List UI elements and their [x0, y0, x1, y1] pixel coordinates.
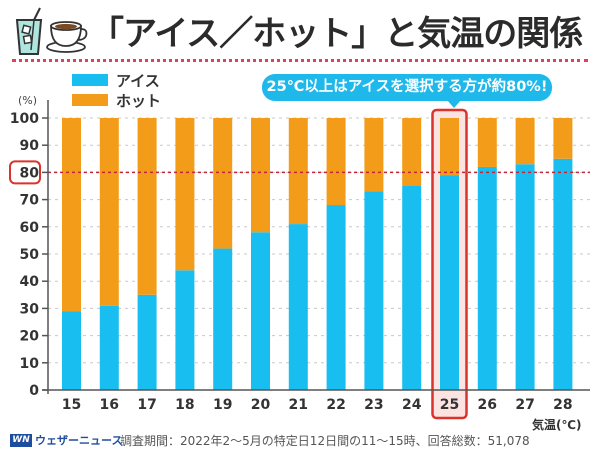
- page-title: 「アイス／ホット」と気温の関係: [90, 14, 583, 54]
- x-tick-label: 21: [289, 397, 308, 413]
- bar-hot-18: [175, 118, 195, 271]
- y-tick-label: 10: [20, 356, 40, 372]
- x-tick-label: 17: [137, 397, 156, 413]
- bar-ice-18: [175, 270, 195, 390]
- x-tick-label: 22: [326, 397, 345, 413]
- legend: アイス ホット: [72, 70, 161, 110]
- bar-ice-20: [251, 232, 270, 390]
- x-tick-label: 25: [440, 397, 459, 413]
- x-tick-label: 26: [478, 397, 497, 413]
- iced-drink-icon: [14, 6, 44, 60]
- gridlines: [48, 117, 590, 364]
- y-axis-unit-label: (%): [18, 94, 38, 107]
- bar-hot-21: [288, 118, 308, 225]
- bar-ice-26: [477, 166, 497, 390]
- bar-ice-15: [62, 311, 81, 390]
- title-divider: [12, 59, 588, 62]
- bar-hot-25: [440, 118, 459, 176]
- highlight-ytick-80: [9, 160, 41, 185]
- bar-ice-19: [213, 248, 233, 390]
- bar-hot-19: [213, 118, 233, 249]
- y-tick-label: 50: [20, 247, 40, 263]
- legend-swatch-ice: [72, 74, 108, 86]
- logo-mark: WN: [10, 433, 32, 447]
- bar-hot-23: [364, 118, 384, 192]
- bar-ice-21: [288, 224, 308, 390]
- x-axis-label: 気温(℃): [532, 418, 582, 432]
- bar-hot-15: [62, 118, 81, 312]
- x-tick-label: 24: [402, 397, 422, 413]
- y-tick-label: 90: [20, 138, 40, 154]
- y-tick-label: 30: [20, 301, 40, 317]
- bar-ice-28: [553, 158, 573, 390]
- bar-ice-27: [515, 164, 535, 390]
- bar-ice-25: [440, 175, 459, 390]
- y-tick-label: 100: [10, 111, 39, 127]
- y-tick-label: 80: [20, 165, 40, 181]
- bar-ice-23: [364, 191, 384, 390]
- legend-item-ice: アイス: [72, 70, 161, 90]
- bar-hot-22: [326, 118, 346, 206]
- x-tick-label: 28: [553, 397, 572, 413]
- x-tick-label: 20: [251, 397, 271, 413]
- y-tick-label: 60: [20, 220, 40, 236]
- coffee-cup-icon: [46, 18, 90, 58]
- y-tick-label: 40: [20, 274, 40, 290]
- legend-label-ice: アイス: [116, 71, 160, 90]
- axes: 15 16 17 18 19 20 21 22 23 24 25 26 27 28 0 10 20 30 40 50 6…: [9, 100, 590, 413]
- bar-hot-17: [137, 118, 157, 295]
- y-tick-label: 70: [20, 193, 40, 209]
- bar-hot-28: [553, 118, 573, 159]
- x-tick-label: 27: [515, 397, 534, 413]
- annotation-callout: 25℃以上はアイスを選択する方が約80%!: [262, 74, 552, 101]
- x-tick-label: 19: [213, 397, 232, 413]
- x-tick-label: 23: [364, 397, 383, 413]
- legend-item-hot: ホット: [72, 90, 161, 110]
- bar-hot-26: [477, 118, 497, 167]
- logo-text: ウェザーニュース: [35, 434, 123, 447]
- brand-logo: WN ウェザーニュース: [10, 432, 122, 448]
- header: 「アイス／ホット」と気温の関係: [0, 0, 600, 62]
- y-tick-label: 0: [29, 383, 39, 399]
- bar-ice-17: [137, 294, 157, 390]
- x-tick-label: 18: [175, 397, 194, 413]
- bar-ice-16: [99, 305, 119, 390]
- bar-ice-22: [326, 205, 346, 390]
- callout-pointer: [447, 100, 461, 108]
- bar-hot-16: [99, 118, 119, 306]
- bar-hot-27: [515, 118, 535, 165]
- bar-ice-24: [402, 186, 422, 390]
- legend-label-hot: ホット: [116, 91, 162, 110]
- x-tick-label: 15: [62, 397, 81, 413]
- legend-swatch-hot: [72, 94, 108, 106]
- survey-note: 調査期間：2022年2～5月の特定日12日間の11～15時、回答総数：51,07…: [120, 434, 530, 448]
- bar-hot-24: [402, 118, 422, 186]
- x-tick-label: 16: [100, 397, 119, 413]
- bar-hot-20: [251, 118, 270, 233]
- bars: [62, 118, 573, 390]
- y-tick-label: 20: [20, 329, 40, 345]
